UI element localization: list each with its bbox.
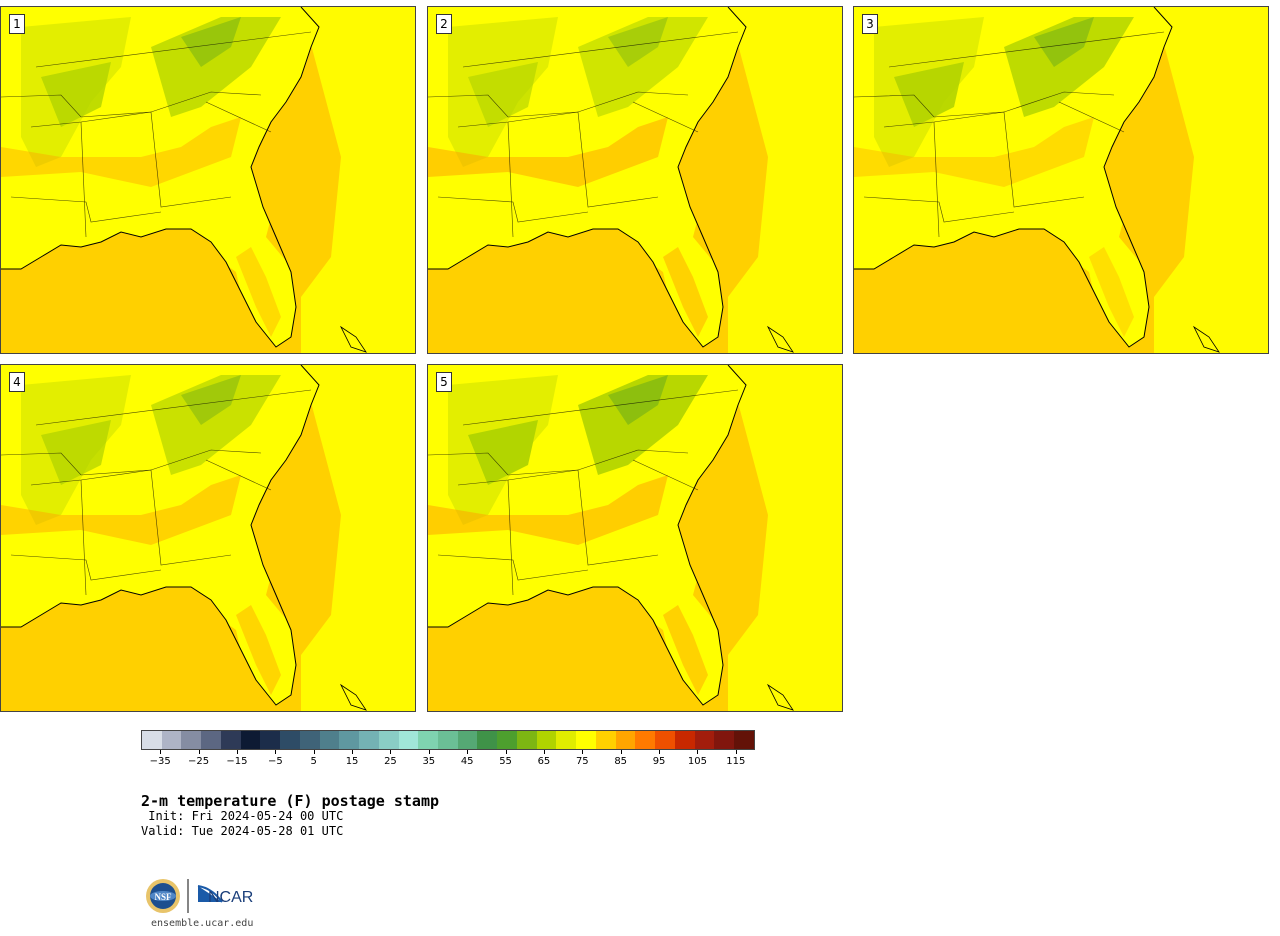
colorbar-tick [620, 750, 622, 754]
colorbar-segment [398, 731, 419, 749]
colorbar-segment [576, 731, 596, 749]
colorbar-tick [160, 750, 162, 754]
colorbar-segment [516, 731, 537, 749]
colorbar-tick [198, 750, 200, 754]
colorbar-segment [201, 731, 221, 749]
valid-time: Valid: Tue 2024-05-28 01 UTC [141, 824, 344, 838]
svg-text:NCAR: NCAR [208, 889, 253, 906]
colorbar-segment [280, 731, 300, 749]
colorbar-tick-label: 75 [575, 756, 589, 767]
temperature-map [428, 7, 842, 353]
temperature-map [1, 7, 415, 353]
colorbar-segment [556, 731, 577, 749]
colorbar-tick-label: 105 [687, 756, 707, 767]
panel-number-label: 3 [862, 14, 878, 34]
nsf-logo-icon: NSF [146, 879, 180, 913]
colorbar-tick-label: 5 [310, 756, 317, 767]
colorbar-tick-label: −5 [267, 756, 283, 767]
nsf-ncar-logo: NSF NCAR [146, 879, 253, 913]
chart-title: 2-m temperature (F) postage stamp [141, 792, 440, 810]
site-url: ensemble.ucar.edu [151, 918, 254, 929]
ncar-logo-icon: NCAR [197, 885, 253, 906]
panel-number-label: 1 [9, 14, 25, 34]
logo-area: NSF NCAR [144, 876, 284, 918]
colorbar-segment [457, 731, 478, 749]
colorbar-tick-label: 115 [726, 756, 746, 767]
colorbar-segment [477, 731, 498, 749]
colorbar-segment [339, 731, 360, 749]
colorbar-segment [161, 731, 182, 749]
colorbar-tick [390, 750, 392, 754]
colorbar-tick [236, 750, 238, 754]
colorbar-tick-label: 15 [345, 756, 359, 767]
member-panel-3: 3 [853, 6, 1269, 354]
colorbar-segment [497, 731, 517, 749]
colorbar-tick [275, 750, 277, 754]
colorbar-segment [714, 731, 735, 749]
member-panel-1: 1 [0, 6, 416, 354]
colorbar-tick-label: 45 [460, 756, 474, 767]
colorbar-tick-label: 95 [652, 756, 666, 767]
panel-number-label: 5 [436, 372, 452, 392]
colorbar-tick [735, 750, 737, 754]
colorbar-tick-label: −15 [226, 756, 248, 767]
colorbar-tick-label: 35 [422, 756, 436, 767]
colorbar-tick-label: 55 [499, 756, 512, 767]
member-panel-2: 2 [427, 6, 843, 354]
colorbar-tick [543, 750, 545, 754]
member-panel-5: 5 [427, 364, 843, 712]
colorbar-tick [505, 750, 507, 754]
colorbar-segment [220, 731, 241, 749]
colorbar-segment [615, 731, 636, 749]
member-panel-4: 4 [0, 364, 416, 712]
temperature-map [428, 365, 842, 711]
colorbar-tick-label: −35 [149, 756, 171, 767]
colorbar-segment [438, 731, 458, 749]
colorbar-segment [655, 731, 675, 749]
colorbar-segment [378, 731, 399, 749]
init-time: Init: Fri 2024-05-24 00 UTC [141, 809, 344, 823]
colorbar-segment [319, 731, 340, 749]
panel-number-label: 4 [9, 372, 25, 392]
temperature-map [854, 7, 1268, 353]
colorbar-segment [635, 731, 656, 749]
colorbar-segment [734, 731, 754, 749]
colorbar-tick-label: −25 [188, 756, 210, 767]
colorbar-tick-label: 25 [384, 756, 397, 767]
colorbar-tick [428, 750, 430, 754]
colorbar-segment [299, 731, 320, 749]
panel-number-label: 2 [436, 14, 452, 34]
colorbar-tick [582, 750, 584, 754]
svg-text:NSF: NSF [154, 892, 172, 902]
colorbar-tick-label: 65 [537, 756, 551, 767]
colorbar-tick [313, 750, 315, 754]
colorbar-segment [418, 731, 439, 749]
colorbar-tick [352, 750, 354, 754]
colorbar-segment [359, 731, 379, 749]
colorbar-segment [142, 731, 162, 749]
colorbar-segment [181, 731, 202, 749]
colorbar-segment [595, 731, 616, 749]
colorbar-tick [697, 750, 699, 754]
colorbar-tick [659, 750, 661, 754]
temperature-map [1, 365, 415, 711]
colorbar-segment [674, 731, 695, 749]
colorbar-tick [467, 750, 469, 754]
colorbar-segment [536, 731, 557, 749]
colorbar-ticks: −35 −25 −15 −5 5 15 25 35 45 55 65 75 85 95 105 115 [141, 750, 755, 774]
colorbar-tick-label: 85 [614, 756, 628, 767]
colorbar-segment [240, 731, 261, 749]
colorbar-segment [694, 731, 715, 749]
colorbar-segment [260, 731, 281, 749]
temperature-colorbar [141, 730, 755, 750]
